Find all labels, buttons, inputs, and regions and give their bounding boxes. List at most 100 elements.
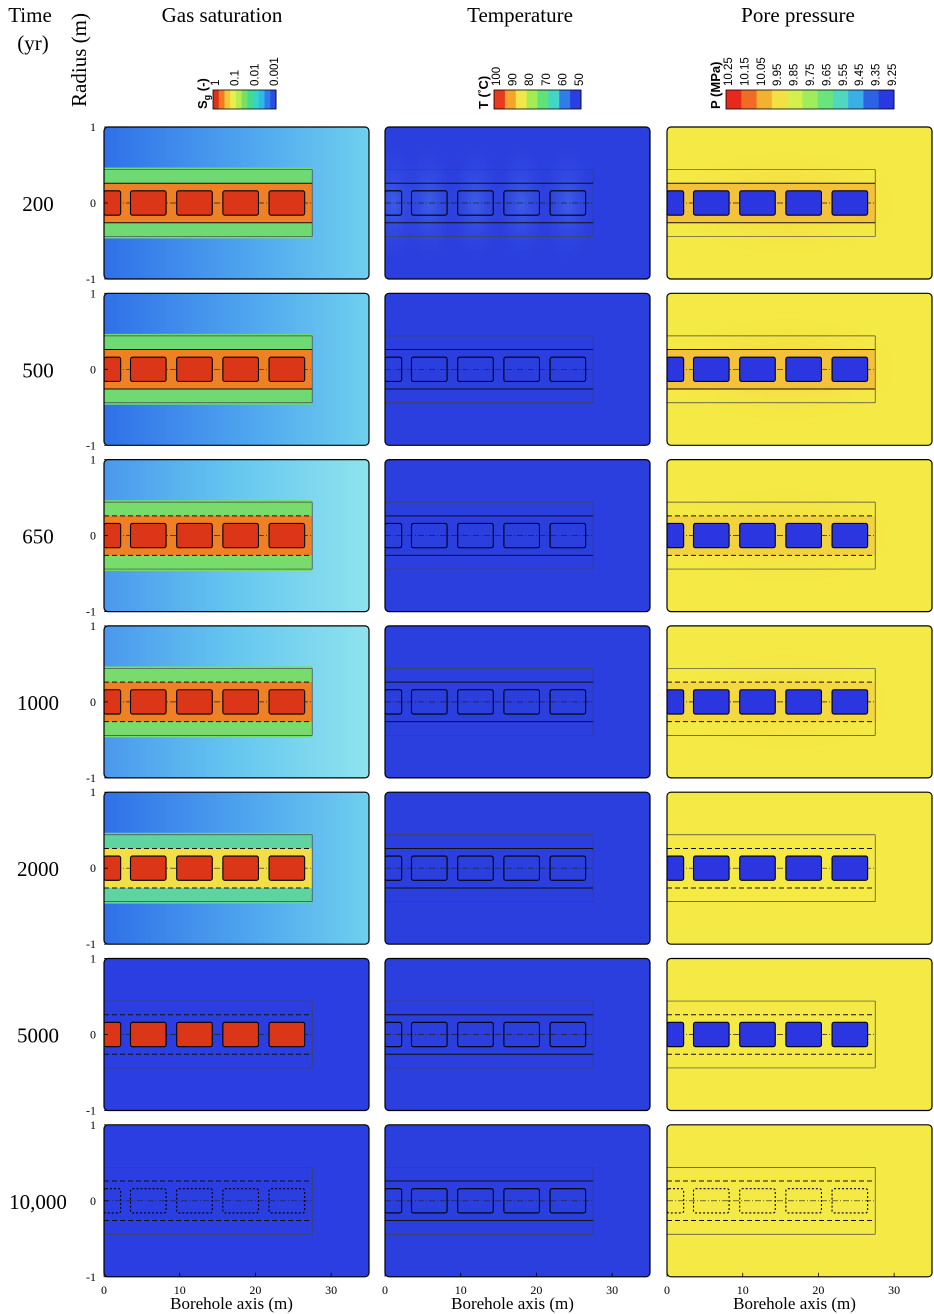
canister bbox=[457, 522, 494, 549]
panel-frame bbox=[384, 957, 651, 1112]
heat-plume bbox=[537, 133, 598, 273]
x-tick-label: 0 bbox=[664, 1283, 670, 1297]
canister bbox=[831, 689, 869, 715]
panel-content bbox=[385, 459, 650, 612]
canister bbox=[739, 356, 776, 383]
x-tick-label: 30 bbox=[325, 1283, 337, 1297]
contour-panel bbox=[384, 459, 651, 613]
time-label: 1000 bbox=[17, 691, 59, 715]
canister bbox=[503, 522, 541, 549]
canister bbox=[549, 855, 587, 881]
canister bbox=[129, 855, 167, 881]
canister bbox=[410, 356, 448, 383]
panel-frame bbox=[666, 625, 933, 779]
x-tick-label: 30 bbox=[606, 1283, 618, 1297]
colorbar-swatch bbox=[756, 90, 773, 109]
y-tick-label: 1 bbox=[90, 952, 96, 966]
colorbar-tick-label: 9.55 bbox=[838, 64, 850, 86]
panel-frame bbox=[384, 625, 651, 779]
colorbar-swatch bbox=[247, 90, 254, 109]
time-label: 5000 bbox=[17, 1024, 59, 1048]
panel-frame bbox=[384, 791, 651, 945]
canister bbox=[503, 689, 541, 715]
canister bbox=[176, 1021, 213, 1048]
panel-content bbox=[667, 1124, 932, 1277]
colorbar-swatch bbox=[241, 90, 248, 109]
time-header-label: Time bbox=[8, 3, 52, 27]
canister bbox=[667, 190, 685, 216]
panel-content bbox=[385, 1124, 650, 1277]
canister bbox=[385, 1188, 403, 1214]
canister bbox=[831, 356, 869, 383]
contour-panel bbox=[666, 1124, 933, 1278]
colorbar-swatch bbox=[218, 90, 225, 109]
x-axis: 0 10 20 30 Borehole axis (m) bbox=[101, 1272, 337, 1313]
canister bbox=[385, 855, 403, 881]
colorbar-tick-label: 9.85 bbox=[789, 64, 801, 86]
panel-content bbox=[667, 625, 932, 778]
canister bbox=[176, 855, 213, 881]
canister bbox=[549, 689, 587, 715]
x-tick-label: 20 bbox=[249, 1283, 261, 1297]
panel-content bbox=[104, 293, 369, 446]
canister bbox=[667, 855, 685, 881]
canister bbox=[222, 855, 260, 881]
canister bbox=[410, 1021, 448, 1048]
canister bbox=[268, 1188, 306, 1214]
canister bbox=[222, 522, 260, 549]
canister bbox=[104, 855, 122, 881]
canister bbox=[831, 1021, 869, 1048]
colorbar-swatch bbox=[537, 90, 549, 109]
contour-panel bbox=[384, 625, 651, 779]
colorbar-swatch bbox=[224, 90, 231, 109]
canister bbox=[222, 190, 260, 216]
colorbar-tick-label: 9.95 bbox=[772, 64, 784, 86]
canister bbox=[457, 855, 494, 881]
canister bbox=[104, 190, 122, 216]
canister bbox=[385, 689, 403, 715]
contour-panel bbox=[666, 459, 933, 613]
colorbar-swatch bbox=[848, 90, 864, 109]
colorbar-swatch bbox=[264, 90, 271, 109]
panel-frame bbox=[666, 1124, 933, 1278]
canister bbox=[692, 522, 730, 549]
panel-frame bbox=[666, 459, 933, 613]
time-unit-label: (yr) bbox=[17, 31, 48, 55]
y-tick-label: 0 bbox=[90, 695, 96, 709]
canister bbox=[268, 855, 306, 881]
colorbar-frame bbox=[212, 89, 277, 110]
panel-frame bbox=[666, 791, 933, 945]
canister bbox=[457, 190, 494, 216]
y-tick-label: 0 bbox=[90, 362, 96, 376]
canister bbox=[385, 190, 403, 216]
canister bbox=[104, 356, 122, 383]
contour-panel bbox=[666, 126, 933, 280]
y-tick-label: -1 bbox=[86, 1270, 96, 1284]
canister bbox=[268, 689, 306, 715]
panel-frame bbox=[384, 292, 651, 446]
colorbar-swatch bbox=[787, 90, 803, 109]
y-tick-label: 1 bbox=[90, 619, 96, 633]
canister bbox=[176, 522, 213, 549]
contour-panel bbox=[384, 791, 651, 945]
contour-panel: 1 0 -1 bbox=[86, 619, 370, 785]
colorbar-tick-label: 70 bbox=[541, 73, 553, 86]
x-tick-label: 10 bbox=[737, 1283, 749, 1297]
colorbar-title: P (MPa) bbox=[708, 62, 723, 109]
canister bbox=[692, 1021, 730, 1048]
canister bbox=[503, 1021, 541, 1048]
canister bbox=[104, 1188, 122, 1214]
panel-content bbox=[104, 459, 369, 612]
colorbar-swatch bbox=[515, 90, 528, 109]
panel-content bbox=[104, 625, 369, 778]
colorbar-swatch bbox=[526, 90, 538, 109]
canister bbox=[831, 190, 869, 216]
y-tick-label: 0 bbox=[90, 1194, 96, 1208]
x-axis-label: Borehole axis (m) bbox=[170, 1294, 293, 1313]
y-tick-label: 1 bbox=[90, 120, 96, 134]
panel-content bbox=[104, 1124, 369, 1277]
y-tick-label: -1 bbox=[86, 438, 96, 452]
colorbar-tick-label: 100 bbox=[491, 67, 503, 86]
time-label: 200 bbox=[22, 192, 54, 216]
canister bbox=[667, 356, 685, 383]
